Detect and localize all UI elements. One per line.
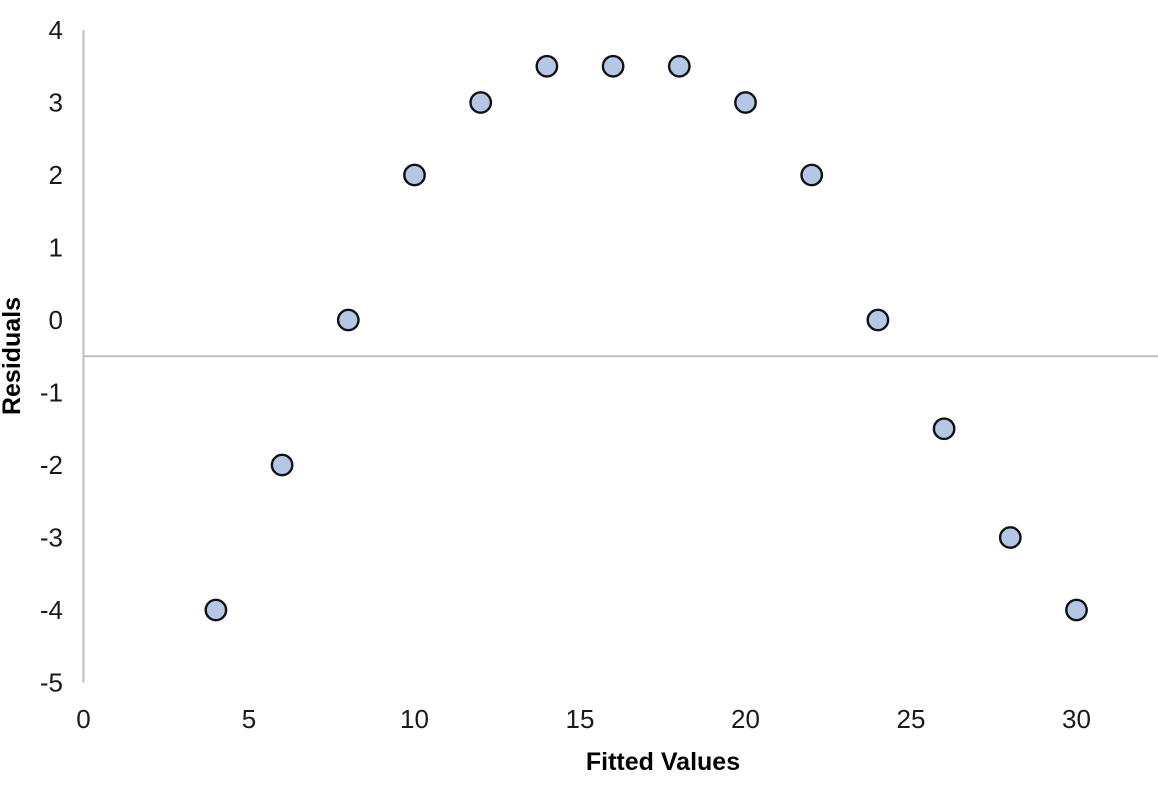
x-tick-label: 25 [897,704,926,734]
y-tick-label: -4 [40,595,63,625]
x-tick-label: 30 [1062,704,1091,734]
x-axis-title: Fitted Values [586,748,740,776]
x-tick-label: 0 [76,704,90,734]
y-tick-label: -1 [40,378,63,408]
data-point [535,54,559,78]
data-point [800,163,824,187]
data-point [204,598,228,622]
y-tick-label: 0 [49,305,63,335]
data-point [734,91,757,114]
y-tick-label: -2 [40,450,63,480]
y-tick-label: 4 [49,15,63,45]
data-point [336,308,360,332]
data-point [998,526,1022,549]
x-tick-label: 20 [731,704,760,734]
x-tick-label: 15 [566,704,595,734]
data-point [932,417,956,441]
y-tick-label: -5 [40,668,63,698]
data-point [469,91,493,114]
data-point [866,308,890,332]
y-tick-label: 2 [49,160,63,190]
data-point [270,453,294,477]
y-tick-label: 1 [49,233,63,263]
data-point [667,54,691,78]
y-axis-title: Residuals [0,297,26,415]
x-tick-label: 10 [400,704,429,734]
data-point [403,163,426,187]
data-point [1065,598,1088,622]
data-point [601,54,625,78]
y-tick-label: 3 [49,88,63,118]
y-tick-label: -3 [40,523,63,553]
x-tick-label: 5 [242,704,256,734]
